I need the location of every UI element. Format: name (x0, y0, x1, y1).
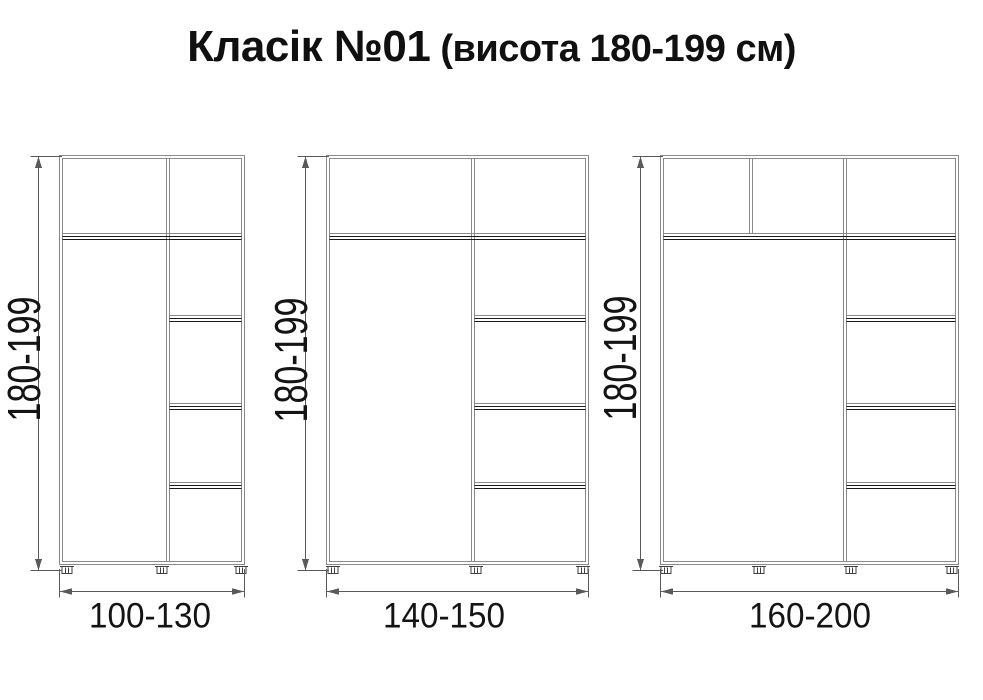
wardrobe-2-feet (326, 566, 590, 574)
wardrobe-1-height-label: 180-199 (0, 297, 50, 422)
wardrobe-3-dimension-arrows (637, 156, 958, 595)
wardrobe-2-height-label: 180-199 (265, 298, 317, 423)
wardrobe-2-dimension-arrows (302, 156, 588, 595)
wardrobe-1-dimension-lines (30, 156, 245, 598)
wardrobe-3-dimension-lines (632, 156, 959, 598)
wardrobe-3-height-label: 180-199 (594, 296, 646, 421)
wardrobe-1-shelves (62, 235, 242, 490)
wardrobe-3-shelves (663, 235, 956, 490)
wardrobe-2-width-label: 140-150 (383, 597, 505, 636)
wardrobe-2-drawing: 180-199 140-150 (265, 155, 590, 636)
title-sub: (висота 180-199 см) (430, 28, 796, 70)
wardrobe-3-drawing: 180-199 160-200 (594, 155, 959, 636)
title-main: Класік №01 (187, 22, 431, 71)
wardrobe-3-frame (660, 155, 959, 565)
wardrobe-2-frame (326, 155, 589, 565)
wardrobe-2-shelves (329, 235, 586, 490)
wardrobe-1-drawing: 180-199 100-130 (0, 155, 248, 636)
wardrobe-3-width-label: 160-200 (749, 597, 871, 636)
wardrobe-1-feet (60, 566, 248, 574)
wardrobe-1-dimension-arrows (35, 156, 244, 595)
wardrobe-1-frame (59, 155, 245, 565)
page-title: Класік №01 (висота 180-199 см) (0, 22, 983, 75)
wardrobe-3-feet (659, 566, 959, 574)
wardrobe-1-width-label: 100-130 (89, 597, 211, 636)
wardrobe-2-dimension-lines (297, 156, 589, 598)
